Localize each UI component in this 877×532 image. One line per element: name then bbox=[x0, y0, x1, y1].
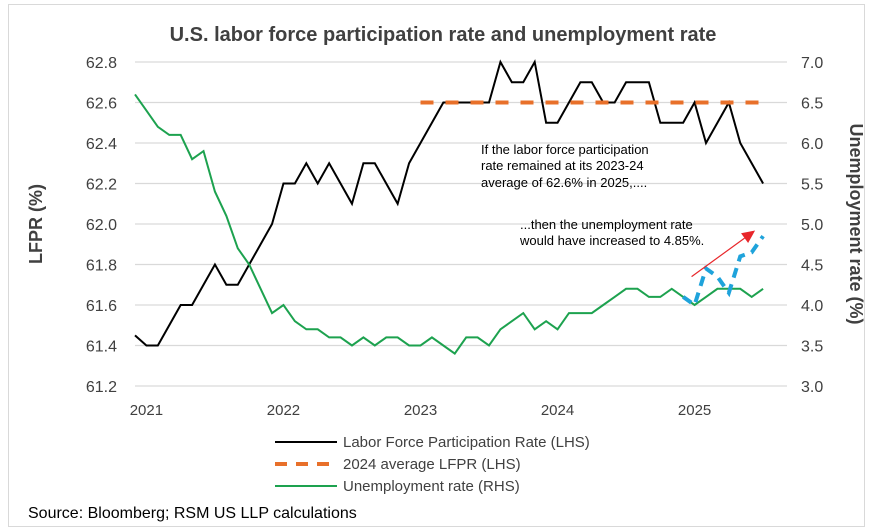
y-tick-left: 61.8 bbox=[86, 258, 117, 275]
y-axis-right-label: Unemployment rate (%) bbox=[846, 123, 866, 324]
y-tick-left: 62.6 bbox=[86, 96, 117, 113]
legend-label-lfpr: Labor Force Participation Rate (LHS) bbox=[343, 434, 590, 451]
legend: Labor Force Participation Rate (LHS) 202… bbox=[275, 434, 590, 495]
counterfactual-unemployment-line bbox=[682, 234, 765, 309]
y-tick-right: 5.0 bbox=[801, 217, 823, 234]
x-tick: 2021 bbox=[130, 402, 163, 419]
chart-frame bbox=[8, 4, 865, 527]
y-tick-right: 5.5 bbox=[801, 177, 823, 194]
y-tick-left: 62.2 bbox=[86, 177, 117, 194]
legend-label-avg: 2024 average LFPR (LHS) bbox=[343, 456, 521, 473]
x-tick: 2025 bbox=[678, 402, 711, 419]
svg-text:rate remained at its 2023-24: rate remained at its 2023-24 bbox=[481, 158, 644, 173]
y-tick-left: 61.2 bbox=[86, 379, 117, 396]
y-tick-left: 61.4 bbox=[86, 339, 117, 356]
y-tick-left: 62.8 bbox=[86, 55, 117, 72]
svg-text:If the labor force participati: If the labor force participation bbox=[481, 142, 649, 157]
annotation-lfpr: If the labor force participation rate re… bbox=[481, 142, 649, 190]
arrow-line bbox=[691, 237, 745, 278]
y-tick-left: 61.6 bbox=[86, 298, 117, 315]
arrow-head bbox=[741, 230, 756, 243]
y-tick-right: 4.5 bbox=[801, 258, 823, 275]
y-tick-right: 6.5 bbox=[801, 96, 823, 113]
x-tick: 2023 bbox=[404, 402, 437, 419]
legend-label-unemp: Unemployment rate (RHS) bbox=[343, 478, 520, 495]
x-tick: 2024 bbox=[541, 402, 574, 419]
unemployment-line bbox=[134, 93, 764, 355]
y-tick-right: 3.0 bbox=[801, 379, 823, 396]
y-tick-right: 3.5 bbox=[801, 339, 823, 356]
svg-text:...then the unemployment rate: ...then the unemployment rate bbox=[520, 217, 693, 232]
lfpr-line bbox=[134, 59, 764, 347]
y-axis-left-label: LFPR (%) bbox=[26, 184, 46, 264]
chart-title: U.S. labor force participation rate and … bbox=[170, 24, 717, 46]
x-tick: 2022 bbox=[267, 402, 300, 419]
annotation-unemployment: ...then the unemployment rate would have… bbox=[519, 217, 704, 248]
y-tick-right: 6.0 bbox=[801, 136, 823, 153]
y-tick-right: 4.0 bbox=[801, 298, 823, 315]
y-tick-right: 7.0 bbox=[801, 55, 823, 72]
svg-text:average of 62.6% in 2025,....: average of 62.6% in 2025,.... bbox=[481, 175, 647, 190]
svg-text:would have increased to 4.85%.: would have increased to 4.85%. bbox=[519, 233, 704, 248]
y-tick-left: 62.4 bbox=[86, 136, 117, 153]
y-tick-left: 62.0 bbox=[86, 217, 117, 234]
source-note: Source: Bloomberg; RSM US LLP calculatio… bbox=[28, 505, 357, 522]
